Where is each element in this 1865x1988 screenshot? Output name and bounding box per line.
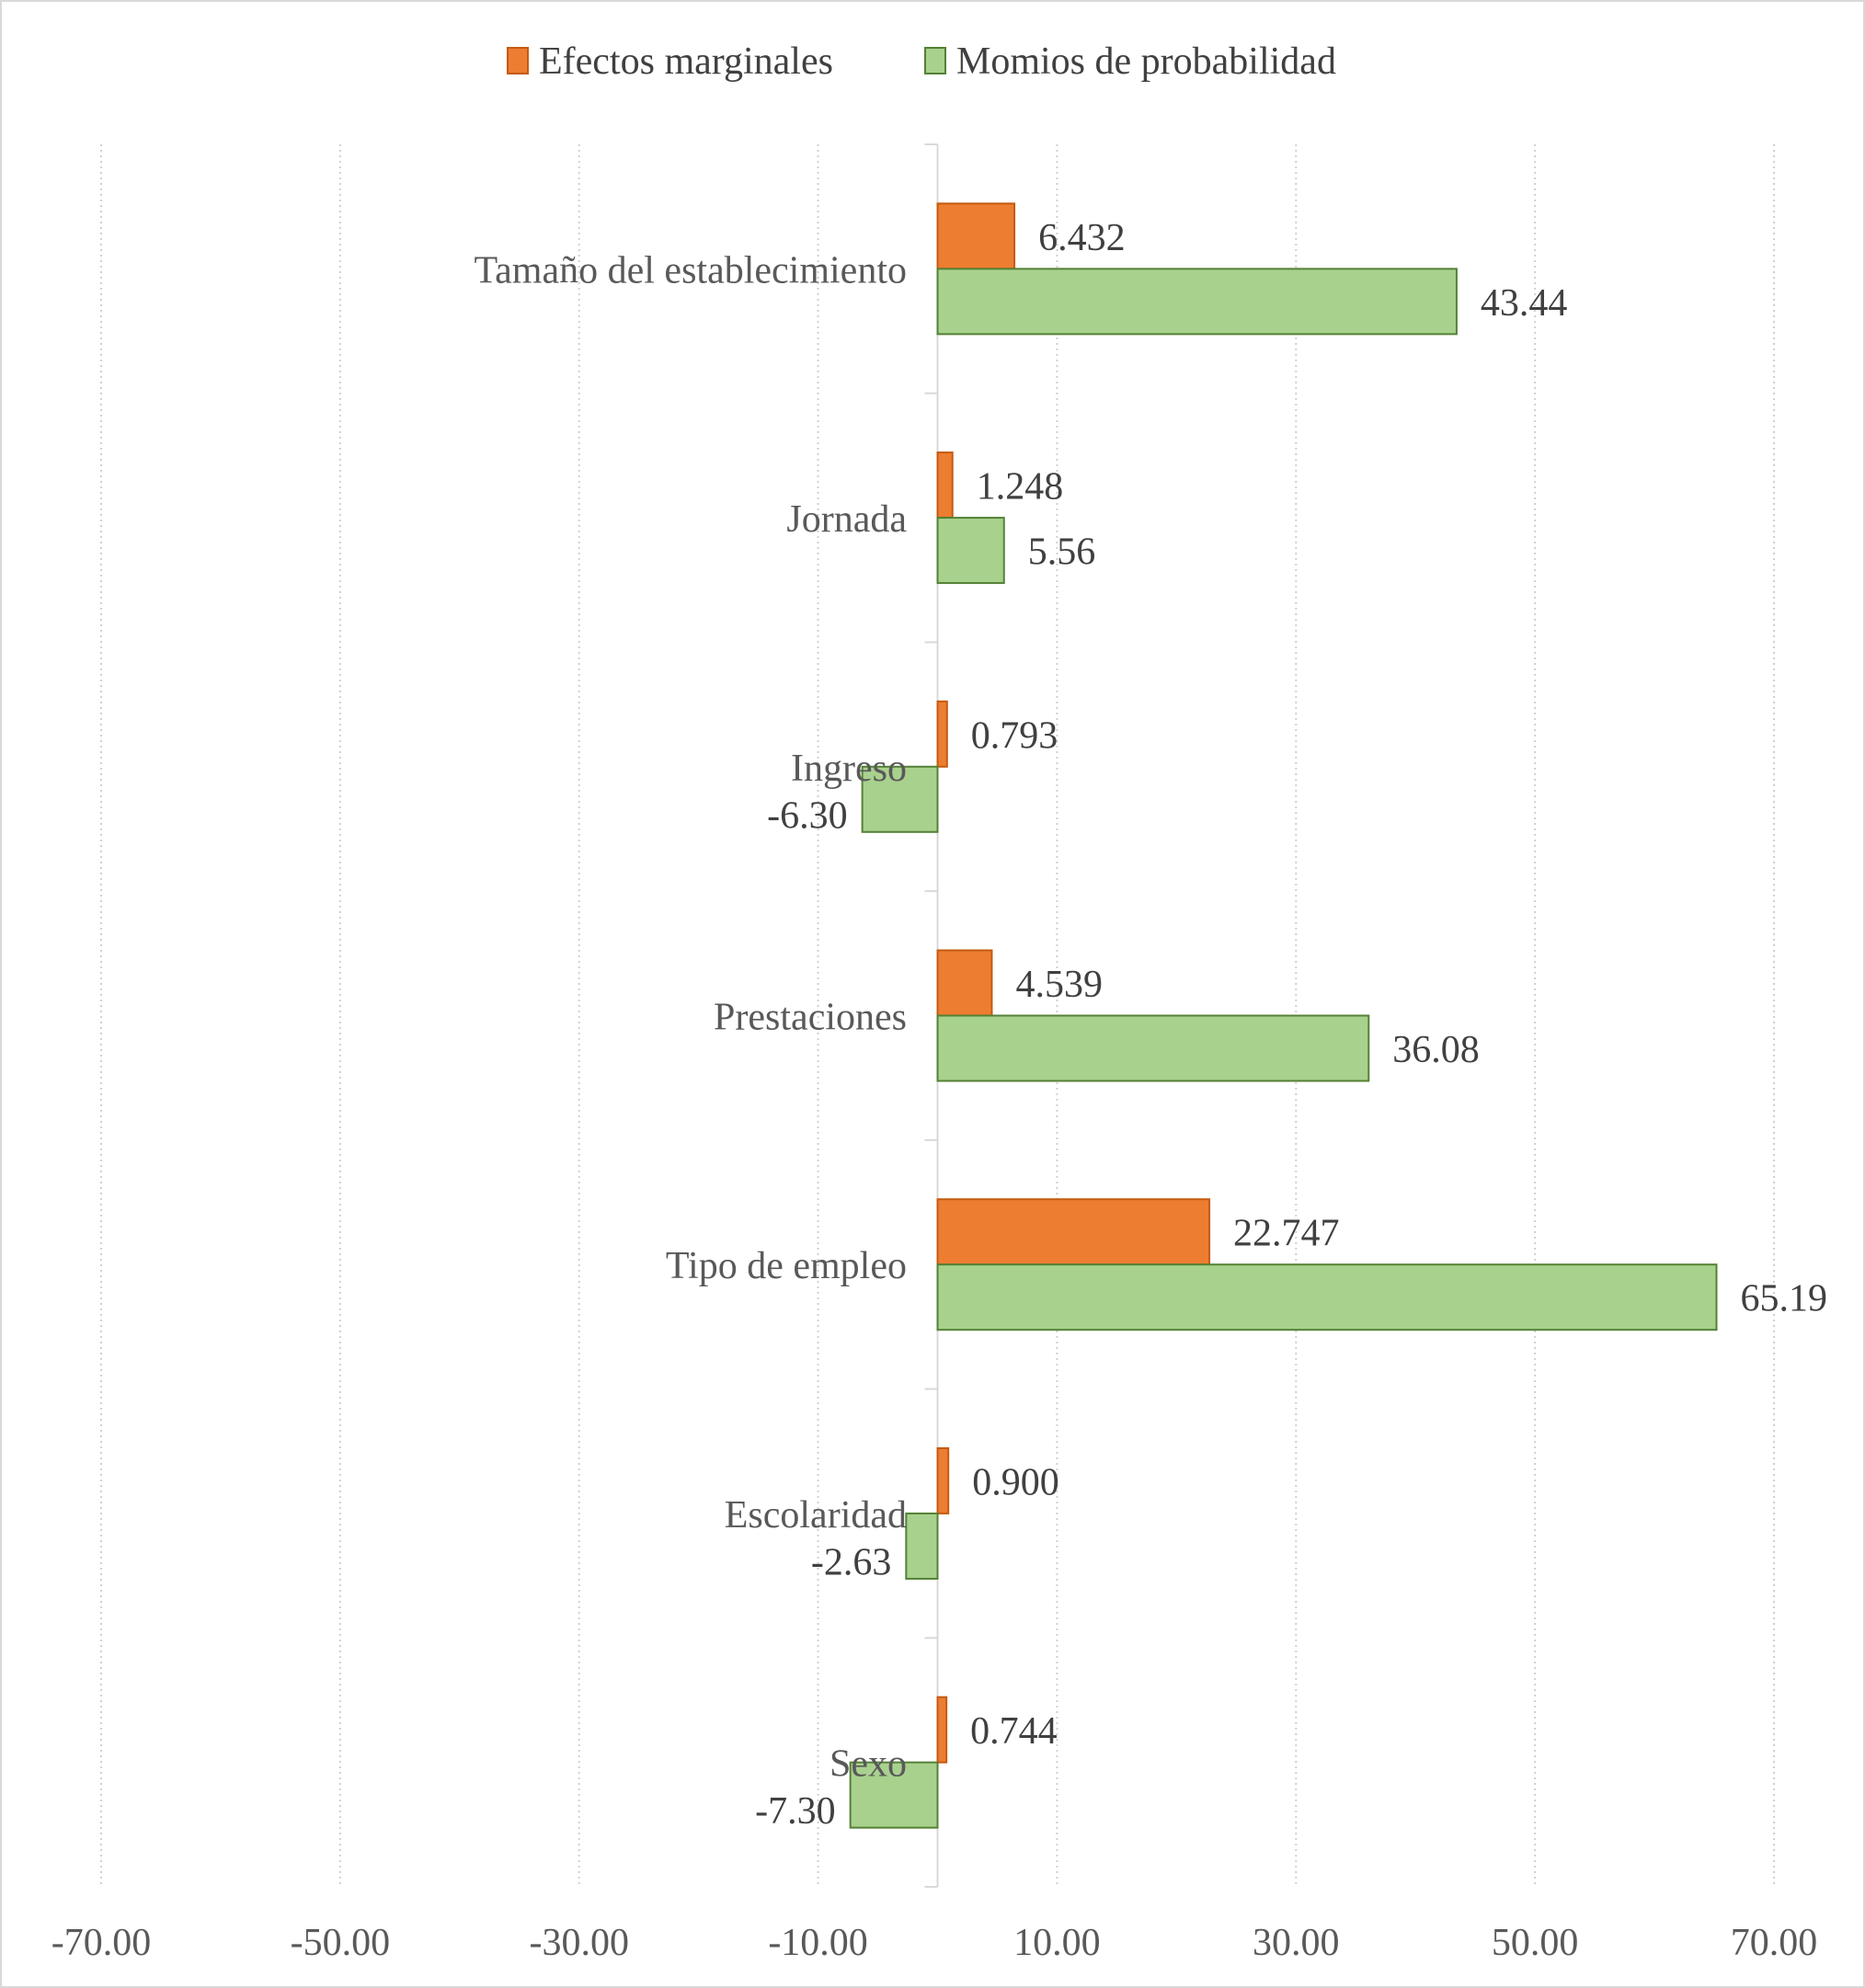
- category-label-escolaridad: Escolaridad: [725, 1494, 907, 1537]
- data-label-momios-de-probabilidad-sexo: -7.30: [755, 1790, 836, 1833]
- bar-efectos-marginales-ingreso: [936, 700, 948, 768]
- legend-label-momios-de-probabilidad: Momios de probabilidad: [956, 40, 1336, 83]
- data-label-efectos-marginales-tipo-de-empleo: 22.747: [1233, 1213, 1340, 1255]
- bar-efectos-marginales-sexo: [936, 1696, 948, 1764]
- data-label-efectos-marginales-tamano-del-establecimiento: 6.432: [1038, 217, 1126, 259]
- data-label-momios-de-probabilidad-prestaciones: 36.08: [1392, 1029, 1480, 1071]
- category-label-tipo-de-empleo: Tipo de empleo: [666, 1245, 907, 1287]
- data-label-momios-de-probabilidad-tipo-de-empleo: 65.19: [1741, 1278, 1828, 1320]
- bar-efectos-marginales-escolaridad: [936, 1446, 950, 1514]
- x-tick-label: 50.00: [1492, 1922, 1579, 1964]
- x-tick-label: -10.00: [768, 1922, 868, 1964]
- data-label-momios-de-probabilidad-escolaridad: -2.63: [811, 1541, 892, 1583]
- category-label-tamano-del-establecimiento: Tamaño del establecimiento: [474, 249, 907, 291]
- data-label-momios-de-probabilidad-tamano-del-establecimiento: 43.44: [1481, 282, 1568, 325]
- category-labels: Tamaño del establecimiento Jornada Ingreso…: [474, 249, 907, 1785]
- data-label-efectos-marginales-escolaridad: 0.900: [972, 1461, 1059, 1503]
- bar-efectos-marginales-tamano-del-establecimiento: [936, 202, 1016, 270]
- data-label-efectos-marginales-jornada: 1.248: [977, 466, 1064, 508]
- category-label-jornada: Jornada: [786, 498, 907, 541]
- gridlines: [100, 144, 1775, 1887]
- bar-efectos-marginales-prestaciones: [936, 949, 993, 1017]
- legend: Efectos marginales Momios de probabilida…: [507, 40, 1336, 83]
- category-label-ingreso: Ingreso: [791, 748, 907, 790]
- bar-momios-de-probabilidad-ingreso: [861, 765, 939, 833]
- category-label-sexo: Sexo: [830, 1743, 907, 1786]
- bar-momios-de-probabilidad-jornada: [936, 517, 1005, 585]
- data-label-momios-de-probabilidad-ingreso: -6.30: [767, 794, 848, 837]
- x-tick-label: -50.00: [291, 1922, 391, 1964]
- bar-efectos-marginales-tipo-de-empleo: [936, 1198, 1211, 1266]
- bar-momios-de-probabilidad-escolaridad: [905, 1512, 939, 1580]
- x-tick-label: 10.00: [1013, 1922, 1101, 1964]
- category-axis: [924, 143, 939, 1888]
- data-labels: 6.432 43.44 1.248 5.56 0.793 -6.30 4.539 36.08 2…: [755, 217, 1827, 1833]
- data-label-efectos-marginales-prestaciones: 4.539: [1015, 964, 1103, 1006]
- data-label-efectos-marginales-ingreso: 0.793: [971, 714, 1058, 757]
- bar-momios-de-probabilidad-sexo: [849, 1761, 939, 1829]
- category-label-prestaciones: Prestaciones: [714, 997, 907, 1039]
- bar-momios-de-probabilidad-prestaciones: [936, 1014, 1370, 1082]
- bar-efectos-marginales-jornada: [936, 451, 954, 520]
- x-tick-labels: -70.00 -50.00 -30.00 -10.00 10.00 30.00 50.00 7…: [51, 1922, 1818, 1964]
- legend-label-efectos-marginales: Efectos marginales: [539, 40, 833, 83]
- bar-momios-de-probabilidad-tamano-del-establecimiento: [936, 268, 1458, 336]
- x-tick-label: 30.00: [1253, 1922, 1340, 1964]
- bars: [849, 202, 1718, 1829]
- bar-momios-de-probabilidad-tipo-de-empleo: [936, 1263, 1718, 1331]
- x-tick-label: -30.00: [529, 1922, 629, 1964]
- x-tick-label: 70.00: [1731, 1922, 1818, 1964]
- data-label-momios-de-probabilidad-jornada: 5.56: [1028, 531, 1096, 574]
- legend-swatch-efectos-marginales: [507, 47, 529, 74]
- legend-swatch-momios-de-probabilidad: [924, 47, 946, 74]
- data-label-efectos-marginales-sexo: 0.744: [970, 1710, 1058, 1753]
- x-tick-label: -70.00: [51, 1922, 152, 1964]
